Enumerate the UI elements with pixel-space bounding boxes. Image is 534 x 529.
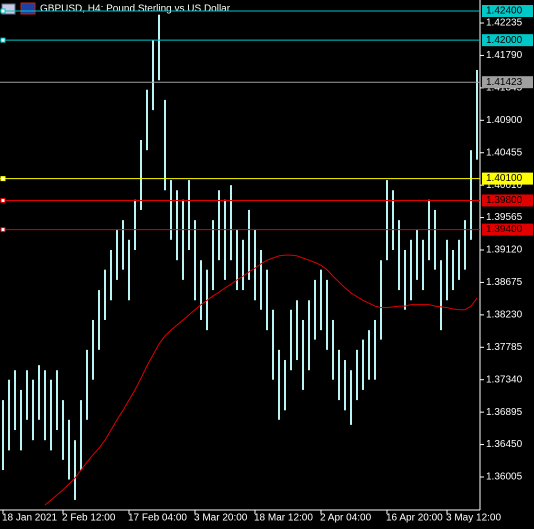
level-label: 1.39400	[486, 224, 523, 235]
level-marker	[0, 8, 6, 14]
y-tick-label: 1.36895	[486, 407, 523, 418]
chart-title: GBPUSD, H4: Pound Sterling vs US Dollar	[40, 4, 231, 15]
y-tick-label: 1.36450	[486, 439, 523, 450]
x-tick-label: 18 Mar 12:00	[254, 513, 313, 524]
y-tick-label: 1.36005	[486, 472, 523, 483]
x-tick-label: 2 Feb 12:00	[62, 513, 116, 524]
moving-average	[44, 254, 478, 506]
x-tick-label: 3 Mar 20:00	[194, 513, 248, 524]
y-tick-label: 1.39565	[486, 212, 523, 223]
level-label-box	[482, 34, 533, 47]
level-label: 1.40100	[486, 173, 523, 184]
level-label-box	[482, 194, 533, 207]
x-tick-label: 3 May 12:00	[446, 513, 501, 524]
y-tick-label: 1.42235	[486, 18, 523, 29]
level-marker	[0, 197, 6, 203]
flag-icon	[20, 2, 36, 15]
level-label: 1.39800	[486, 195, 523, 206]
x-tick-label: 2 Apr 04:00	[320, 513, 372, 524]
level-label: 1.41423	[486, 77, 523, 88]
y-tick-label: 1.41790	[486, 50, 523, 61]
level-label: 1.42400	[486, 6, 523, 17]
y-tick-label: 1.37785	[486, 342, 523, 353]
level-marker	[0, 176, 6, 182]
x-tick-label: 16 Apr 20:00	[386, 513, 443, 524]
level-label-box	[482, 5, 533, 18]
level-marker	[0, 227, 6, 233]
y-tick-label: 1.40010	[486, 180, 523, 191]
y-tick-label: 1.39120	[486, 245, 523, 256]
y-tick-label: 1.40900	[486, 115, 523, 126]
level-marker	[0, 37, 6, 43]
icons	[1, 2, 36, 15]
x-tick-label: 18 Jan 2021	[2, 513, 57, 524]
level-label-box	[482, 76, 533, 89]
level-label: 1.42000	[486, 35, 523, 46]
y-tick-label: 1.38230	[486, 310, 523, 321]
level-label-box	[482, 172, 533, 185]
y-tick-label: 1.37340	[486, 374, 523, 385]
y-tick-label: 1.38675	[486, 277, 523, 288]
y-tick-label: 1.40455	[486, 147, 523, 158]
level-label-box	[482, 223, 533, 236]
x-tick-label: 17 Feb 04:00	[128, 513, 187, 524]
